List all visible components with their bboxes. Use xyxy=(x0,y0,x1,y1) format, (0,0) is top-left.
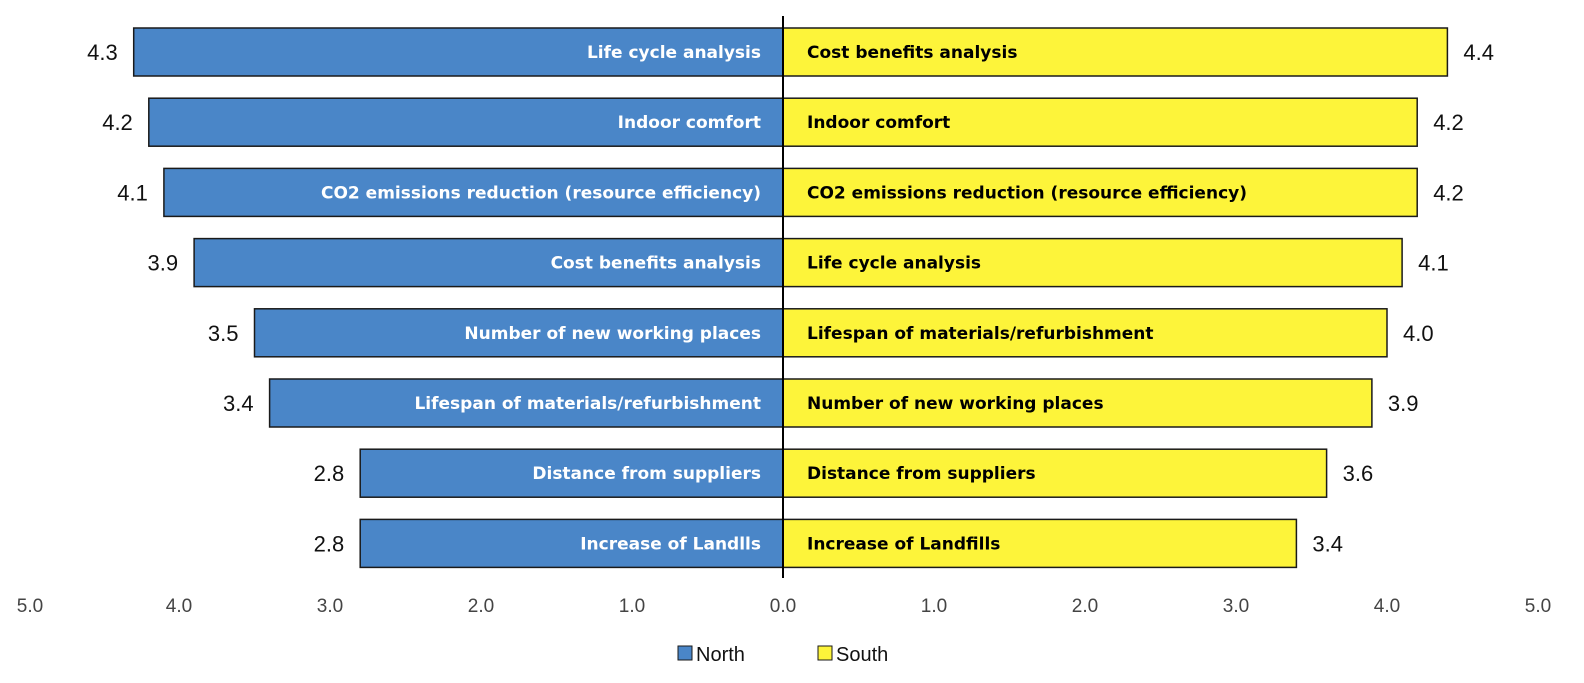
north-bar-label: Life cycle analysis xyxy=(587,43,761,63)
north-value-label: 4.3 xyxy=(87,40,118,65)
north-series: Life cycle analysis 4.3 Indoor comfort 4.2 C… xyxy=(87,27,784,569)
legend-label-north: North xyxy=(696,644,745,666)
x-tick-label: 1.0 xyxy=(921,596,947,617)
north-value-label: 3.5 xyxy=(208,321,239,346)
x-tick-label: 3.0 xyxy=(317,596,343,617)
legend-label-south: South xyxy=(836,644,888,666)
north-value-label: 4.1 xyxy=(117,180,148,205)
north-bar xyxy=(359,518,784,569)
x-tick-label: 5.0 xyxy=(17,596,43,617)
south-value-label: 4.2 xyxy=(1433,110,1464,135)
south-bar xyxy=(782,448,1328,498)
x-tick-label: 4.0 xyxy=(1374,596,1400,617)
south-bar-label: Distance from suppliers xyxy=(807,464,1036,484)
south-bar xyxy=(782,167,1418,218)
north-bar xyxy=(132,27,784,77)
north-bar xyxy=(148,97,784,147)
south-bar-label: Number of new working places xyxy=(807,394,1104,414)
south-bar xyxy=(782,97,1418,147)
south-bar-label: Life cycle analysis xyxy=(807,254,981,274)
north-bar-label: Indoor comfort xyxy=(618,113,761,133)
north-bar-label: Increase of Landlls xyxy=(580,534,761,554)
x-tick-label: 0.0 xyxy=(770,596,796,617)
south-bar-label: Lifespan of materials/refurbishment xyxy=(807,324,1154,344)
north-bar xyxy=(268,378,784,428)
south-bar xyxy=(782,308,1388,358)
x-tick-label: 3.0 xyxy=(1223,596,1249,617)
south-value-label: 4.0 xyxy=(1403,321,1434,346)
south-value-label: 3.9 xyxy=(1388,391,1419,416)
south-bar-label: Cost benefits analysis xyxy=(807,43,1017,63)
legend-swatch-south xyxy=(817,645,833,661)
south-bar xyxy=(782,237,1403,288)
x-tick-label: 2.0 xyxy=(468,596,494,617)
north-value-label: 2.8 xyxy=(314,461,345,486)
south-bar-label: Indoor comfort xyxy=(807,113,950,133)
north-bar-label: Cost benefits analysis xyxy=(551,254,761,274)
north-value-label: 3.9 xyxy=(148,251,179,276)
legend-swatch-north xyxy=(677,645,693,661)
south-bar-label: Increase of Landfills xyxy=(807,534,1000,554)
south-value-label: 4.1 xyxy=(1418,251,1449,276)
south-value-label: 4.4 xyxy=(1463,40,1494,65)
x-tick-label: 2.0 xyxy=(1072,596,1098,617)
north-bar-label: Number of new working places xyxy=(464,324,761,344)
south-value-label: 3.6 xyxy=(1343,461,1374,486)
south-bar-label: CO2 emissions reduction (resource effici… xyxy=(807,183,1247,203)
north-bar-label: Distance from suppliers xyxy=(532,464,761,484)
south-series: Cost benefits analysis 4.4 Indoor comfort 4… xyxy=(782,27,1494,569)
north-bar xyxy=(253,308,784,358)
north-value-label: 2.8 xyxy=(314,531,345,556)
north-value-label: 3.4 xyxy=(223,391,254,416)
north-bar-label: Lifespan of materials/refurbishment xyxy=(414,394,761,414)
north-bar xyxy=(359,448,784,498)
south-bar xyxy=(782,378,1373,428)
north-bar xyxy=(163,167,784,218)
x-tick-label: 5.0 xyxy=(1525,596,1551,617)
north-bar-label: CO2 emissions reduction (resource effici… xyxy=(321,183,761,203)
south-value-label: 4.2 xyxy=(1433,180,1464,205)
legend: North South xyxy=(677,644,888,666)
south-value-label: 3.4 xyxy=(1312,531,1343,556)
north-value-label: 4.2 xyxy=(102,110,133,135)
x-tick-label: 1.0 xyxy=(619,596,645,617)
x-axis-ticks: 5.0 4.0 3.0 2.0 1.0 0.0 1.0 2.0 3.0 4.0 5.0 xyxy=(17,596,1551,617)
x-tick-label: 4.0 xyxy=(166,596,192,617)
